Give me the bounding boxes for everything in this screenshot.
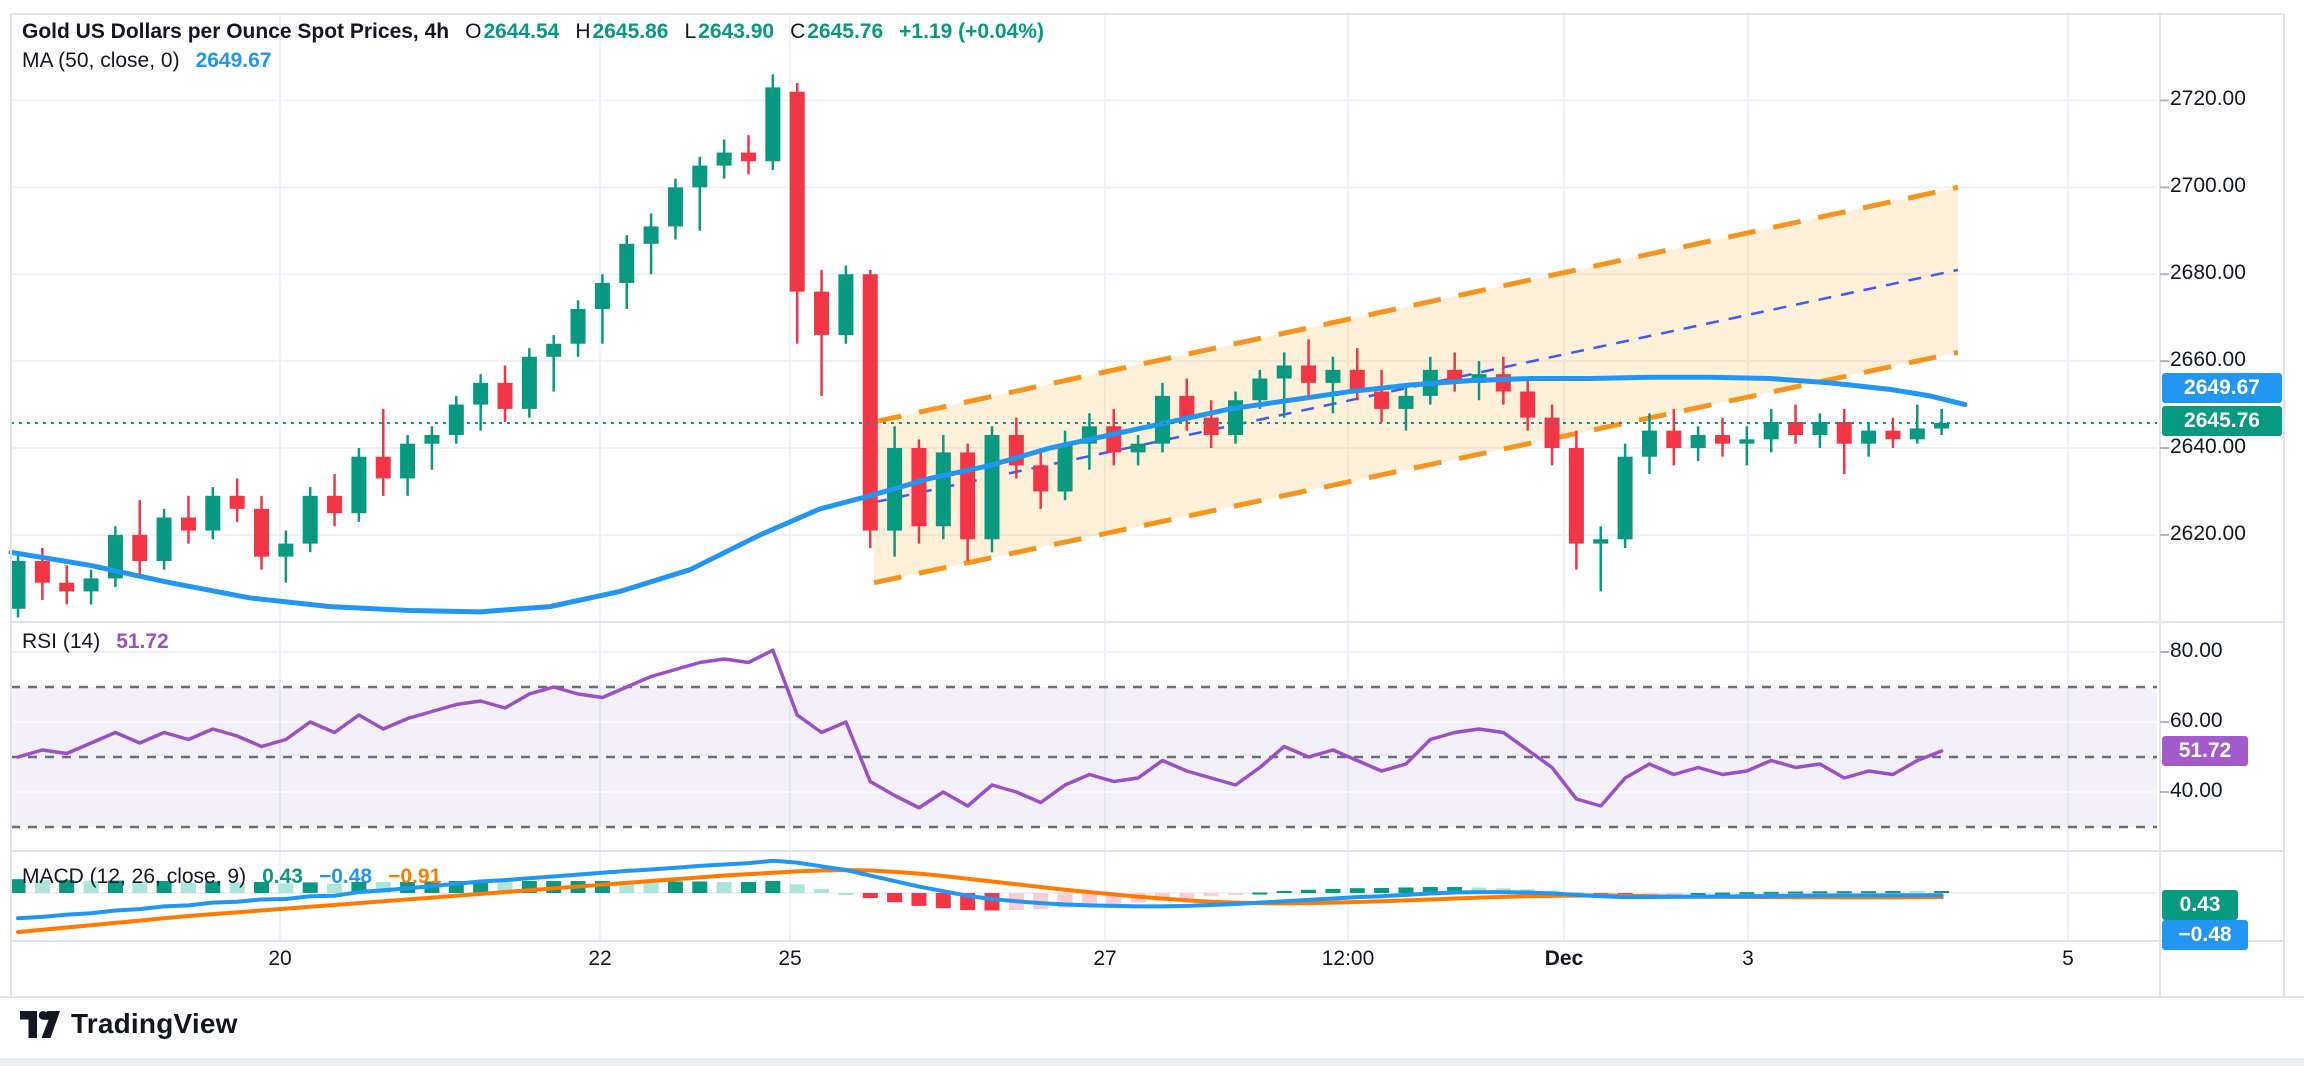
rsi-badge: 51.72 (2162, 736, 2248, 766)
rsi-label: RSI (14) (22, 630, 101, 653)
panel-borders (0, 13, 2304, 998)
ohlc-pair: O2644.54 (465, 20, 560, 43)
ma50-line (8, 374, 1968, 615)
time-axis-label: 5 (2062, 947, 2074, 970)
rsi-band (11, 685, 2157, 829)
macd-line-badge: −0.48 (2162, 920, 2248, 950)
rsi-axis-label: 80.00 (2170, 639, 2223, 662)
price-axis-label: 2680.00 (2170, 261, 2246, 285)
legend-rsi-row[interactable]: RSI (14) 51.72 (22, 630, 169, 654)
ma-value: 2649.67 (195, 49, 272, 72)
price-axis-label: 2720.00 (2170, 87, 2246, 111)
rsi-value: 51.72 (116, 630, 169, 653)
ohlc-pair: C2645.76 (790, 20, 884, 43)
legend-ma-row[interactable]: MA (50, close, 0) 2649.67 (22, 49, 271, 73)
tradingview-wordmark: TradingView (71, 1008, 238, 1039)
ma-label: MA (50, close, 0) (22, 49, 180, 72)
ohlc-pair: L2643.90 (684, 20, 775, 43)
time-axis-label: 27 (1093, 947, 1117, 970)
macd-main-line (16, 858, 1944, 921)
rsi-line (16, 648, 1944, 810)
time-axis-label: 22 (588, 947, 612, 970)
ohlc-pair: H2645.86 (575, 20, 669, 43)
rsi-axis-label: 40.00 (2170, 779, 2223, 802)
price-axis-label: 2660.00 (2170, 348, 2246, 372)
time-axis-label: 20 (268, 947, 292, 970)
legend-symbol-row[interactable]: Gold US Dollars per Ounce Spot Prices, 4… (22, 20, 1044, 44)
bottom-edge-strip (0, 1058, 2304, 1066)
tradingview-logo[interactable]: TradingView (20, 1008, 238, 1040)
price-axis-label: 2620.00 (2170, 521, 2246, 545)
price-axis-label: 2640.00 (2170, 435, 2246, 459)
candles-layer (10, 74, 1950, 618)
last-price-badge: 2645.76 (2162, 406, 2282, 436)
ma-price-badge: 2649.67 (2162, 373, 2282, 403)
macd-signal-value: −0.91 (388, 865, 442, 888)
symbol-title: Gold US Dollars per Ounce Spot Prices, 4… (22, 20, 450, 43)
macd-hist-badge: 0.43 (2162, 890, 2238, 920)
gridlines (11, 14, 2157, 941)
time-axis-label: 3 (1742, 947, 1754, 970)
time-axis-label: Dec (1544, 947, 1584, 970)
time-axis-label: 12:00 (1321, 947, 1375, 970)
ohlc-values: O2644.54 H2645.86 L2643.90 C2645.76 (465, 20, 883, 44)
legend-macd-row[interactable]: MACD (12, 26, close, 9) 0.43 −0.48 −0.91 (22, 865, 441, 889)
macd-hist-value: 0.43 (262, 865, 303, 888)
macd-label: MACD (12, 26, close, 9) (22, 865, 247, 888)
tradingview-icon (20, 1010, 60, 1038)
price-axis-label: 2700.00 (2170, 174, 2246, 198)
rsi-axis-label: 60.00 (2170, 709, 2223, 732)
price-change: +1.19 (+0.04%) (899, 20, 1044, 43)
macd-line-value: −0.48 (318, 865, 373, 888)
time-axis-label: 25 (778, 947, 802, 970)
